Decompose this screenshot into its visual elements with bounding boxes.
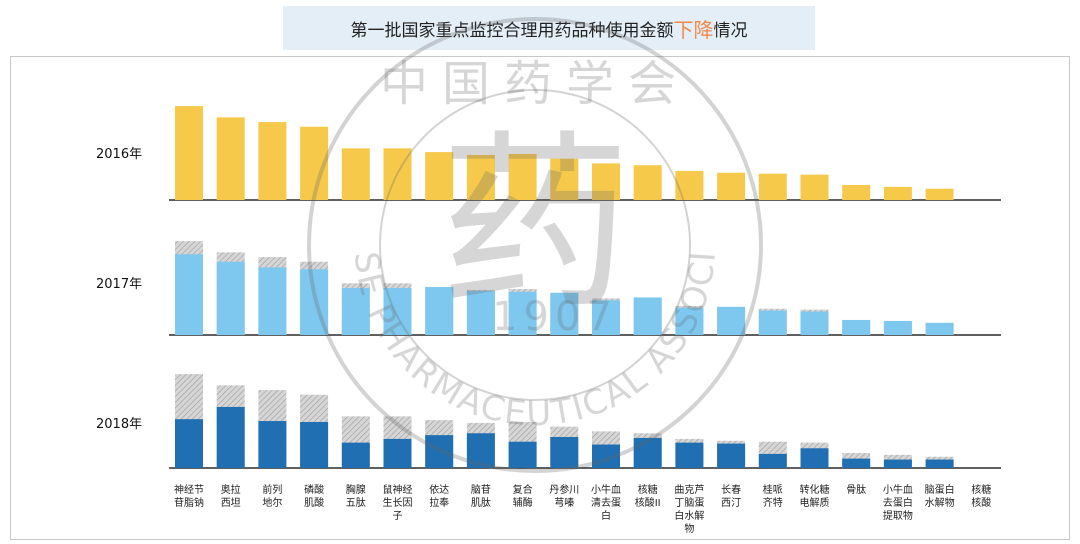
bar-2-14 (758, 453, 787, 468)
bar-2-16 (842, 458, 871, 468)
bar-1-8 (508, 291, 537, 335)
bar-2-17 (883, 459, 912, 468)
bar-0-18 (925, 188, 954, 200)
category-label-9: 丹参川芎嗪 (549, 483, 579, 509)
category-label-2: 前列地尔 (262, 483, 282, 509)
bar-0-5 (383, 148, 412, 200)
bar-0-17 (883, 186, 912, 200)
chart-title-main: 第一批国家重点监控合理用药品种使用金额 (350, 20, 674, 41)
bar-2-2 (258, 421, 287, 468)
bar-2-8 (508, 441, 537, 468)
bar-0-4 (341, 148, 370, 200)
bar-0-7 (466, 154, 495, 200)
bar-1-1 (216, 261, 245, 335)
bar-0-3 (300, 126, 329, 200)
bar-2-7 (466, 433, 495, 468)
category-label-11: 核糖核酸II (635, 483, 661, 509)
bar-2-11 (633, 437, 662, 468)
bar-1-6 (425, 287, 454, 335)
bar-0-9 (550, 158, 579, 200)
chart-title-banner: 第一批国家重点监控合理用药品种使用金额 下降 情况 (283, 6, 815, 50)
bar-1-7 (466, 290, 495, 335)
category-label-16: 骨肽 (846, 483, 866, 496)
bar-0-2 (258, 122, 287, 200)
bar-2-6 (425, 435, 454, 468)
bar-1-12 (675, 307, 704, 335)
bar-1-14 (758, 310, 787, 335)
year-label-1: 2017年 (96, 277, 142, 292)
bar-2-10 (592, 444, 620, 468)
bar-0-6 (425, 152, 454, 200)
category-label-4: 胸腺五肽 (346, 483, 366, 509)
year-label-2: 2018年 (96, 417, 142, 432)
category-label-12: 曲克芦丁脑蛋白水解物 (674, 484, 704, 535)
bar-2-5 (383, 438, 412, 468)
category-label-7: 脑苷肌肽 (471, 483, 491, 509)
bar-2-1 (216, 406, 245, 468)
bar-2-9 (550, 437, 579, 468)
bar-0-14 (758, 173, 787, 200)
bar-1-4 (341, 288, 370, 335)
bar-2-4 (341, 442, 370, 468)
category-label-17: 小牛血去蛋白提取物 (883, 483, 913, 522)
bar-1-0 (175, 254, 203, 335)
category-label-1: 奥拉西坦 (221, 483, 241, 509)
category-label-10: 小牛血清去蛋白 (591, 483, 621, 522)
bar-1-10 (592, 300, 620, 335)
chart-title-suffix: 情况 (713, 20, 748, 41)
year-label-0: 2016年 (96, 147, 142, 162)
bar-1-13 (717, 306, 746, 335)
category-label-6: 依达拉奉 (429, 483, 449, 509)
bar-2-13 (717, 443, 746, 468)
chart-title-accent: 下降 (673, 17, 714, 42)
chart-panel: 2016年 2017年 2018年神经节苷脂钠 奥拉西坦 前列地尔 磷酸肌酸 胸腺五肽 鼠神经… (10, 56, 1070, 540)
bar-2-12 (675, 442, 704, 468)
bar-0-15 (800, 174, 829, 200)
bar-1-2 (258, 267, 287, 335)
category-label-14: 桂哌齐特 (763, 483, 783, 509)
category-label-15: 转化糖电解质 (800, 483, 830, 509)
category-label-0: 神经节苷脂钠 (174, 483, 204, 509)
bar-0-12 (675, 170, 704, 200)
category-label-3: 磷酸肌酸 (304, 483, 324, 509)
bar-1-9 (550, 292, 579, 335)
bar-1-15 (800, 311, 829, 335)
bar-2-15 (800, 448, 829, 468)
bar-1-18 (925, 322, 954, 335)
bar-0-16 (842, 184, 871, 200)
bar-0-8 (508, 153, 537, 200)
bar-1-11 (633, 297, 662, 335)
bar-0-10 (592, 163, 620, 200)
category-label-13: 长春西汀 (721, 484, 741, 509)
category-label-5: 鼠神经生长因子 (383, 483, 413, 522)
bar-0-11 (633, 165, 662, 200)
bar-0-0 (175, 106, 203, 200)
category-label-8: 复合辅酶 (513, 483, 533, 509)
bar-0-13 (717, 172, 746, 200)
bar-1-3 (300, 269, 329, 335)
bar-2-18 (925, 459, 954, 468)
bar-0-1 (216, 117, 245, 200)
bar-1-17 (883, 320, 912, 335)
category-label-19: 核糖核酸 (971, 483, 991, 509)
bar-2-0 (175, 419, 203, 468)
bar-1-5 (383, 288, 412, 335)
bar-1-16 (842, 319, 871, 335)
category-label-18: 脑蛋白水解物 (925, 483, 955, 509)
bar-2-3 (300, 421, 329, 468)
